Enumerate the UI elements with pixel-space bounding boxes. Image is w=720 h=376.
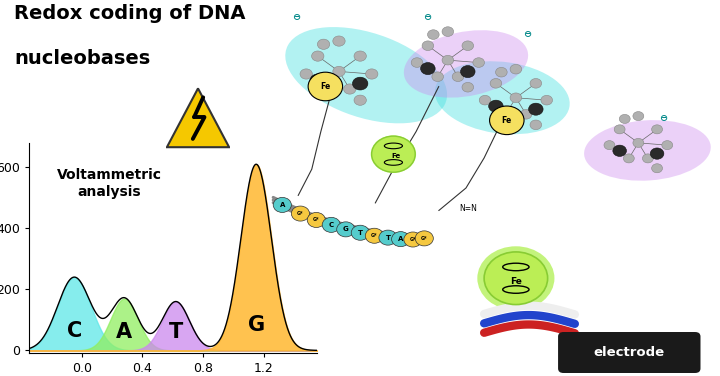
Circle shape [322, 84, 334, 94]
Text: Redox coding of DNA: Redox coding of DNA [14, 4, 246, 23]
Circle shape [404, 232, 422, 247]
Text: A: A [116, 322, 132, 342]
Circle shape [510, 93, 522, 103]
Circle shape [273, 197, 292, 212]
Circle shape [354, 51, 366, 61]
Circle shape [633, 138, 644, 147]
Circle shape [521, 109, 532, 119]
Circle shape [484, 252, 548, 305]
Circle shape [333, 66, 345, 77]
Circle shape [614, 125, 625, 134]
Circle shape [300, 69, 312, 79]
Text: ⊖: ⊖ [660, 114, 667, 123]
Circle shape [420, 62, 435, 74]
Text: ⊖: ⊖ [292, 12, 300, 22]
Circle shape [462, 82, 474, 92]
Ellipse shape [371, 135, 416, 173]
Ellipse shape [435, 61, 570, 134]
Circle shape [619, 114, 630, 123]
Circle shape [530, 120, 541, 130]
Text: A: A [279, 202, 285, 208]
Circle shape [633, 112, 644, 121]
Text: G*: G* [297, 211, 304, 216]
FancyBboxPatch shape [558, 332, 701, 373]
Ellipse shape [404, 30, 528, 98]
Circle shape [392, 232, 410, 247]
Circle shape [422, 41, 433, 50]
Ellipse shape [584, 120, 711, 181]
Circle shape [411, 58, 423, 67]
Circle shape [353, 77, 368, 90]
Text: G: G [248, 315, 265, 335]
Circle shape [343, 84, 356, 94]
Circle shape [500, 109, 511, 119]
Circle shape [365, 228, 384, 243]
Circle shape [510, 64, 522, 74]
Text: C: C [67, 321, 82, 341]
Circle shape [461, 65, 475, 77]
Text: C: C [329, 222, 334, 228]
Text: ⊖: ⊖ [523, 29, 531, 39]
Circle shape [462, 41, 474, 50]
Text: electrode: electrode [594, 346, 665, 359]
Circle shape [366, 69, 378, 79]
Circle shape [489, 100, 503, 112]
Circle shape [292, 206, 310, 221]
Circle shape [310, 74, 325, 87]
Circle shape [452, 72, 464, 82]
Text: ⊖: ⊖ [423, 12, 431, 22]
Circle shape [650, 148, 664, 159]
Circle shape [495, 67, 507, 77]
Text: A: A [398, 236, 403, 242]
Circle shape [415, 231, 433, 246]
Circle shape [652, 125, 662, 134]
Circle shape [379, 230, 397, 245]
Circle shape [473, 58, 485, 67]
Text: T: T [358, 230, 363, 236]
Circle shape [642, 154, 653, 163]
Circle shape [541, 96, 552, 105]
Text: Voltammetric
analysis: Voltammetric analysis [57, 168, 162, 199]
Ellipse shape [477, 246, 554, 310]
Circle shape [613, 145, 626, 156]
Circle shape [442, 55, 454, 65]
Circle shape [442, 27, 454, 36]
Circle shape [428, 30, 439, 39]
Polygon shape [167, 88, 229, 147]
Circle shape [333, 36, 345, 46]
Circle shape [308, 72, 343, 101]
Circle shape [312, 51, 324, 61]
Text: G*: G* [410, 237, 416, 242]
Text: nucleobases: nucleobases [14, 49, 150, 68]
Text: G*: G* [371, 233, 377, 238]
Circle shape [624, 154, 634, 163]
Circle shape [432, 72, 444, 82]
Circle shape [652, 164, 662, 173]
Text: Fe: Fe [502, 116, 512, 125]
Text: T: T [385, 235, 390, 241]
Circle shape [662, 141, 672, 150]
Text: G*: G* [421, 236, 428, 241]
Text: Fe: Fe [510, 277, 522, 286]
Circle shape [480, 96, 491, 105]
Circle shape [490, 79, 502, 88]
Circle shape [372, 136, 415, 172]
Text: N=N: N=N [459, 204, 477, 213]
Text: G*: G* [313, 217, 320, 223]
Circle shape [604, 141, 615, 150]
Text: Fe: Fe [320, 82, 330, 91]
Circle shape [318, 39, 330, 49]
Circle shape [337, 222, 355, 237]
Circle shape [307, 212, 325, 227]
Circle shape [530, 79, 541, 88]
Ellipse shape [285, 27, 447, 123]
Circle shape [490, 106, 524, 135]
Circle shape [322, 217, 341, 232]
Circle shape [528, 103, 543, 115]
Text: G: G [343, 226, 348, 232]
Text: T: T [168, 321, 183, 342]
Text: Fe: Fe [391, 153, 400, 159]
Circle shape [354, 95, 366, 105]
Circle shape [351, 225, 369, 240]
